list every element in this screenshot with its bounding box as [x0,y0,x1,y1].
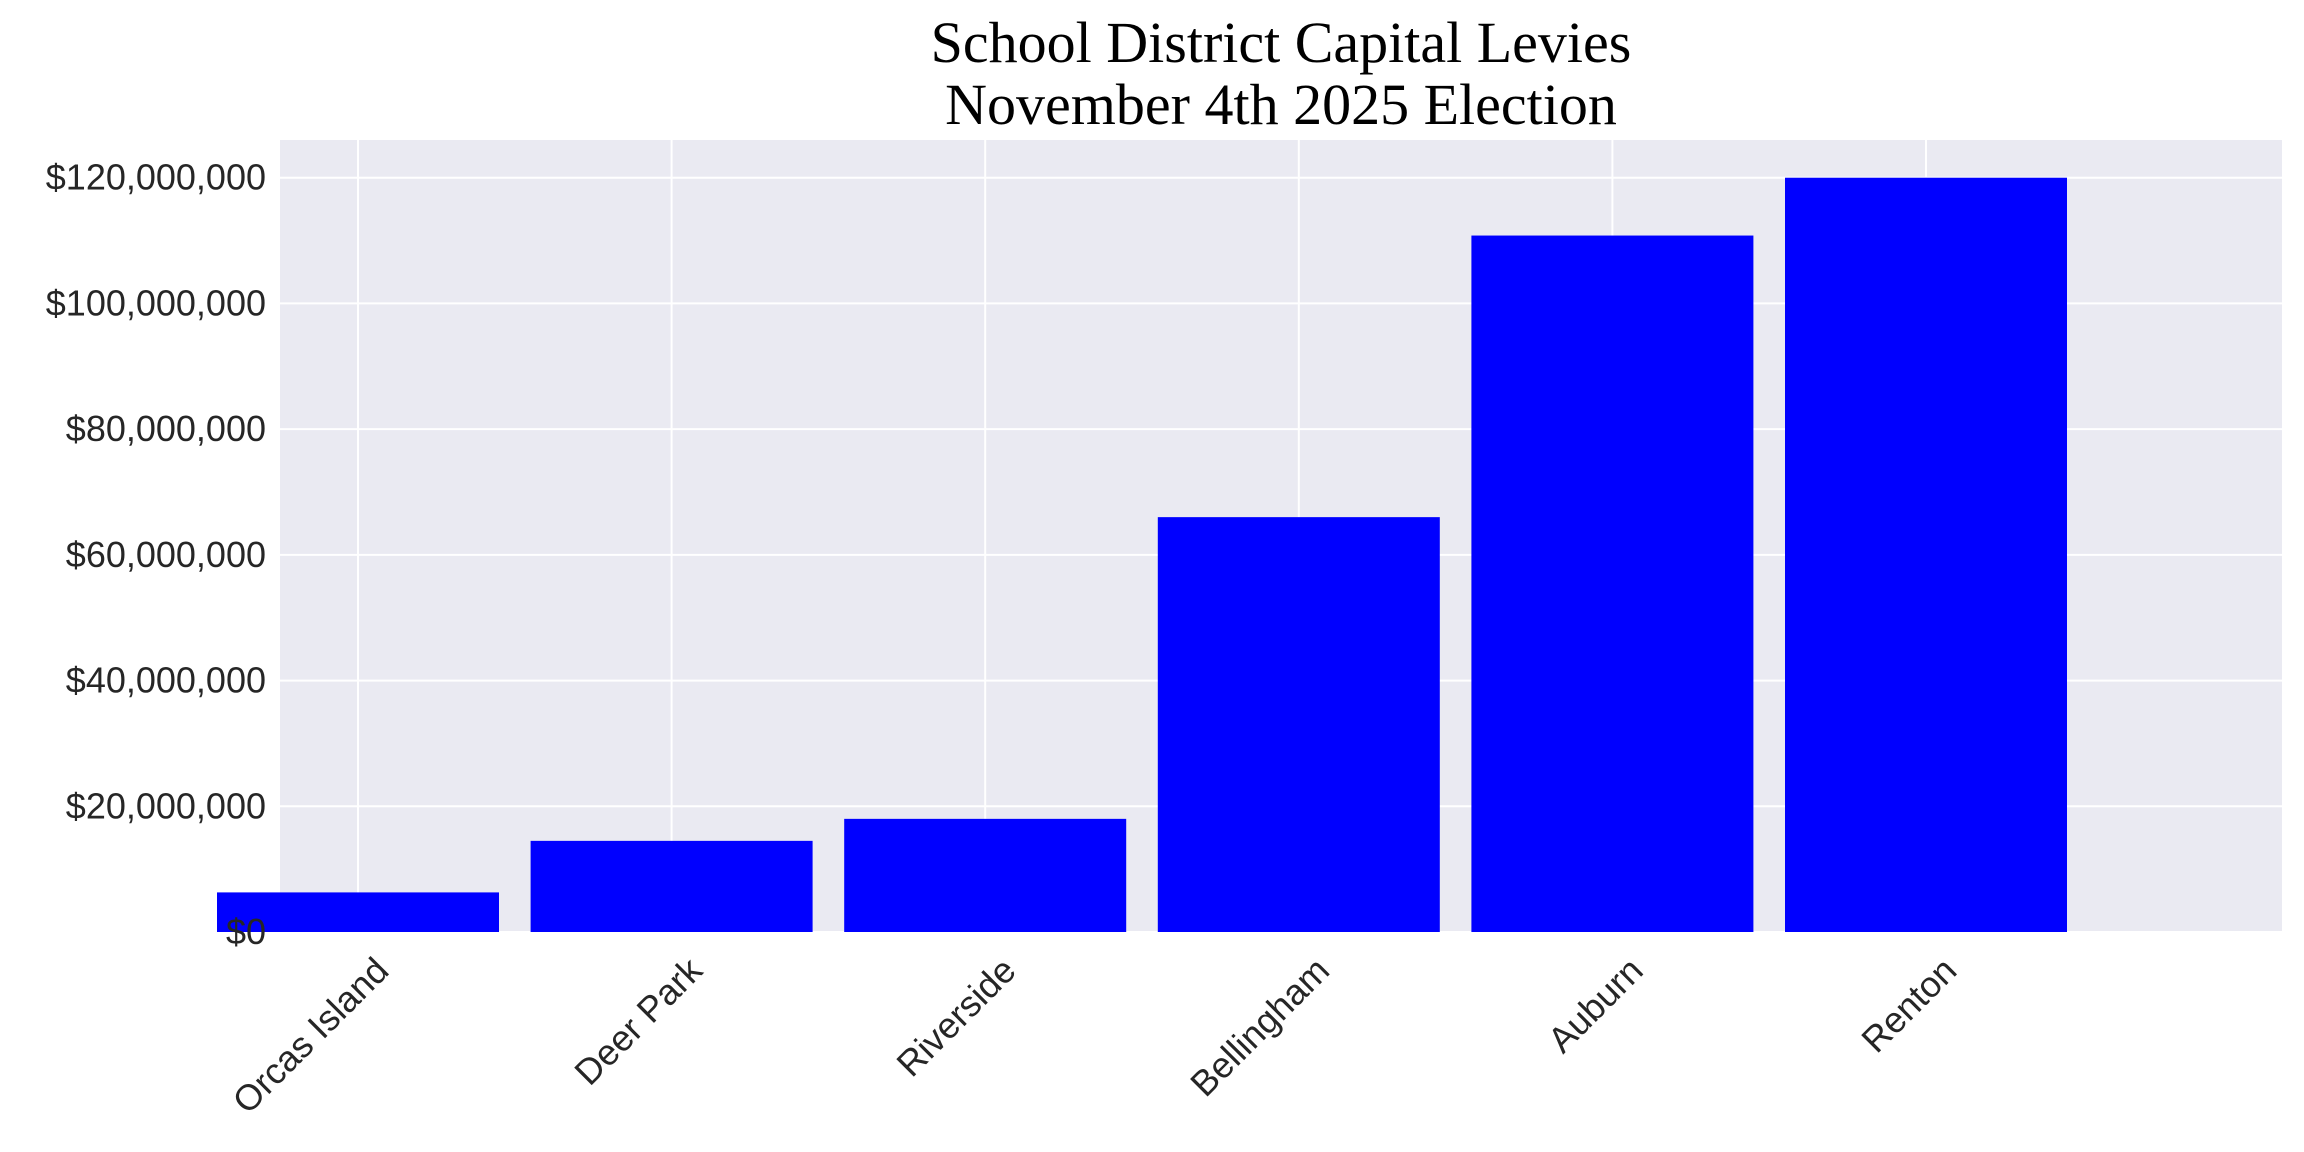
y-tick-label: $60,000,000 [66,534,266,575]
chart-subtitle: November 4th 2025 Election [945,72,1617,137]
y-tick-label: $20,000,000 [66,785,266,826]
x-tick-label: Bellingham [1182,949,1337,1104]
x-axis-tick-labels: Orcas Island Deer Park Riverside Bellingham… [224,949,1964,1122]
y-tick-label: $0 [226,911,266,952]
y-tick-label: $80,000,000 [66,408,266,449]
x-tick-label: Riverside [888,949,1023,1084]
y-tick-label: $40,000,000 [66,660,266,701]
chart-title: School District Capital Levies [931,10,1632,75]
bar-orcas-island [217,892,499,932]
y-tick-label: $120,000,000 [46,157,266,198]
bar-riverside [844,818,1127,932]
bar-bellingham [1157,517,1440,932]
bars [217,177,2067,933]
bar-auburn [1471,235,1754,933]
bar-renton [1785,177,2067,932]
bar-deer-park [530,840,813,932]
x-tick-label: Auburn [1540,949,1651,1060]
y-axis-tick-labels: $0 $20,000,000 $40,000,000 $60,000,000 $80,0… [46,157,266,952]
x-tick-label: Orcas Island [224,949,396,1121]
y-tick-label: $100,000,000 [46,282,266,323]
x-tick-label: Deer Park [566,949,710,1093]
x-tick-label: Renton [1853,949,1964,1060]
